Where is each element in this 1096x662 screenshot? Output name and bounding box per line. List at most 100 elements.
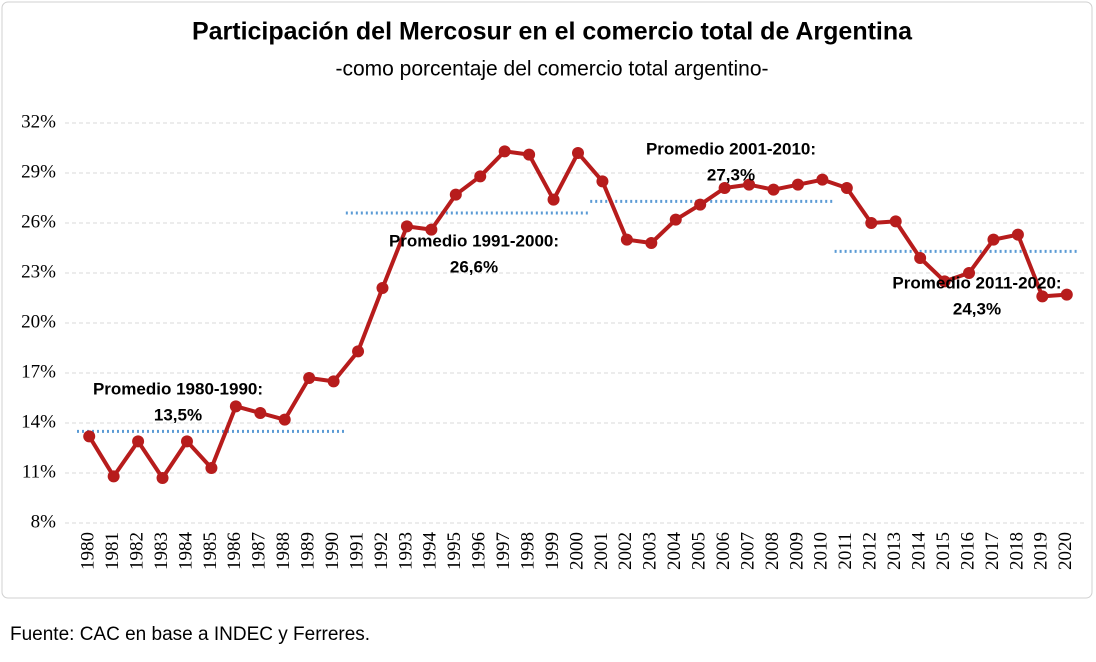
data-point [572,147,584,159]
data-line [87,149,1067,480]
data-point [205,462,218,474]
average-label: 27,3% [707,165,755,184]
data-point [840,182,853,194]
data-point [303,372,316,384]
data-point [645,237,658,249]
data-point [83,430,96,443]
data-point [523,148,536,161]
data-point [865,217,878,229]
chart-title: Participación del Mercosur en el comerci… [192,18,913,46]
chart-subtitle: -como porcentaje del comercio total arge… [335,58,768,81]
data-point [767,183,780,196]
y-tick-label: 11% [22,461,56,482]
x-tick-label: 1981 [102,532,123,570]
data-point [987,233,1000,246]
x-tick-label: 1989 [298,532,319,570]
y-tick-label: 14% [21,411,56,432]
x-tick-label: 1984 [175,532,196,571]
data-point [132,435,145,448]
x-tick-label: 1995 [444,532,465,570]
data-point [229,400,242,413]
data-point [547,193,560,206]
y-tick-label: 26% [21,211,56,232]
x-tick-label: 2011 [835,532,856,569]
data-point [107,470,120,483]
y-tick-label: 8% [31,511,57,532]
y-tick-label: 20% [21,311,56,332]
x-tick-label: 2016 [957,532,978,570]
data-point [400,220,413,233]
data-point [620,233,633,246]
data-point [938,275,951,288]
x-tick-label: 1982 [126,532,147,570]
x-tick-label: 2019 [1031,532,1052,570]
x-tick-label: 2005 [689,532,710,570]
x-tick-label: 1994 [420,532,441,571]
average-title: Promedio 1980-1990: [93,379,263,398]
x-tick-label: 1983 [151,532,172,570]
data-point [156,472,169,484]
y-tick-label: 23% [21,261,56,282]
data-point [914,252,927,264]
x-tick-label: 2013 [884,532,905,570]
x-tick-label: 2008 [762,532,783,570]
data-point [327,375,340,388]
x-tick-label: 1980 [78,532,99,570]
x-tick-label: 1997 [493,532,514,570]
x-tick-label: 2010 [811,532,832,570]
data-point [254,407,267,419]
x-tick-label: 2012 [860,532,881,570]
x-tick-label: 1996 [469,532,490,570]
average-label: 13,5% [154,405,202,424]
x-tick-label: 2002 [615,532,636,570]
x-tick-label: 2018 [1006,532,1027,570]
x-tick-label: 2014 [909,532,930,571]
average-title: Promedio 1991-2000: [389,231,559,250]
data-point [1011,228,1024,241]
data-point [669,213,682,226]
x-tick-label: 2017 [982,532,1003,570]
data-point [1036,290,1049,303]
x-tick-label: 2003 [640,532,661,570]
x-tick-label: 1990 [322,532,343,570]
data-point [889,215,902,228]
data-point [791,178,804,191]
data-point [376,282,389,294]
x-tick-label: 1999 [542,532,563,570]
x-tick-label: 1992 [371,532,392,570]
y-tick-label: 32% [21,111,56,132]
y-tick-label: 29% [21,161,56,182]
x-tick-label: 1998 [517,532,538,570]
x-tick-label: 1987 [249,532,270,570]
data-point [449,188,462,201]
data-point [718,182,731,194]
data-point [694,198,707,211]
x-tick-label: 1991 [346,532,367,570]
data-point [180,435,193,448]
data-point [425,223,438,236]
source-note: Fuente: CAC en base a INDEC y Ferreres. [10,624,370,645]
average-title: Promedio 2001-2010: [646,139,816,158]
x-tick-label: 1985 [200,532,221,570]
data-point [963,267,976,279]
data-point [1060,288,1073,301]
x-tick-label: 2004 [664,532,685,571]
average-title: Promedio 2011-2020: [892,273,1061,292]
x-tick-label: 1993 [395,532,416,570]
x-tick-label: 2007 [737,532,758,570]
x-tick-label: 2009 [786,532,807,570]
x-tick-label: 1988 [273,532,294,570]
x-tick-label: 2006 [713,532,734,570]
y-tick-label: 17% [21,361,56,382]
data-point [816,173,829,186]
x-tick-label: 2001 [591,532,612,570]
x-tick-label: 2015 [933,532,954,570]
data-point [596,175,609,188]
data-point [352,345,365,358]
average-label: 26,6% [450,257,498,276]
data-point [278,413,291,426]
average-label: 24,3% [953,299,1001,318]
data-point [498,145,511,158]
